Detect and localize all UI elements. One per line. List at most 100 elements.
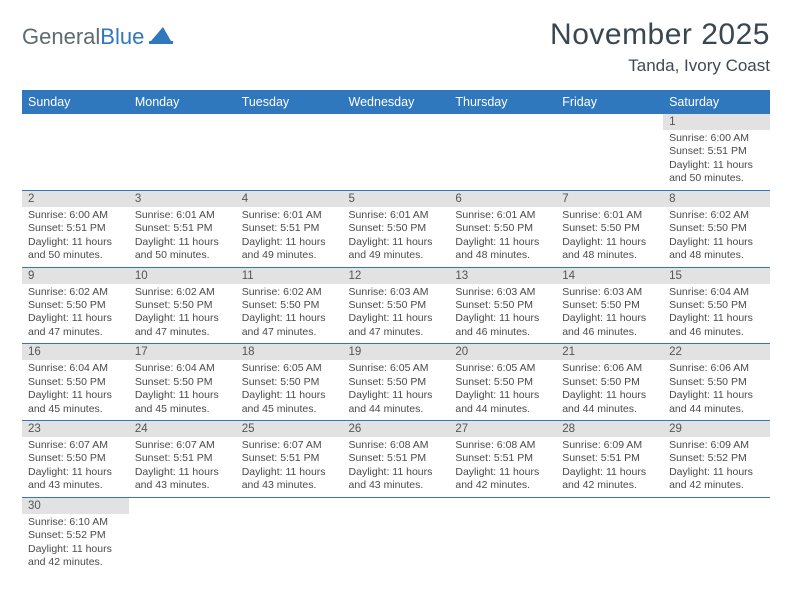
- day-cell: [449, 497, 556, 573]
- daylight-text-2: and 46 minutes.: [562, 326, 657, 339]
- day-details: Sunrise: 6:01 AMSunset: 5:50 PMDaylight:…: [343, 207, 450, 267]
- dow-wednesday: Wednesday: [343, 90, 450, 114]
- day-details: Sunrise: 6:01 AMSunset: 5:50 PMDaylight:…: [449, 207, 556, 267]
- day-cell: 23Sunrise: 6:07 AMSunset: 5:50 PMDayligh…: [22, 421, 129, 498]
- sunrise-text: Sunrise: 6:07 AM: [28, 439, 123, 452]
- dow-monday: Monday: [129, 90, 236, 114]
- day-details: Sunrise: 6:02 AMSunset: 5:50 PMDaylight:…: [22, 284, 129, 344]
- day-number: 21: [556, 344, 663, 360]
- day-number: 11: [236, 268, 343, 284]
- daylight-text: Daylight: 11 hours: [28, 389, 123, 402]
- day-cell: 18Sunrise: 6:05 AMSunset: 5:50 PMDayligh…: [236, 344, 343, 421]
- day-number: 18: [236, 344, 343, 360]
- daylight-text: Daylight: 11 hours: [562, 236, 657, 249]
- daylight-text: Daylight: 11 hours: [455, 312, 550, 325]
- day-number: 12: [343, 268, 450, 284]
- brand-general: General: [22, 24, 100, 49]
- daylight-text-2: and 45 minutes.: [28, 403, 123, 416]
- sunrise-text: Sunrise: 6:05 AM: [349, 362, 444, 375]
- daylight-text: Daylight: 11 hours: [135, 312, 230, 325]
- daylight-text: Daylight: 11 hours: [669, 389, 764, 402]
- sunset-text: Sunset: 5:51 PM: [349, 452, 444, 465]
- daylight-text-2: and 48 minutes.: [562, 249, 657, 262]
- daylight-text-2: and 42 minutes.: [455, 479, 550, 492]
- day-cell: 22Sunrise: 6:06 AMSunset: 5:50 PMDayligh…: [663, 344, 770, 421]
- sunrise-text: Sunrise: 6:01 AM: [455, 209, 550, 222]
- day-number: 28: [556, 421, 663, 437]
- day-number: 17: [129, 344, 236, 360]
- brand-blue: Blue: [100, 24, 144, 49]
- day-number: 16: [22, 344, 129, 360]
- sunset-text: Sunset: 5:51 PM: [242, 222, 337, 235]
- day-cell: 30Sunrise: 6:10 AMSunset: 5:52 PMDayligh…: [22, 497, 129, 573]
- sunset-text: Sunset: 5:50 PM: [669, 376, 764, 389]
- day-cell: 25Sunrise: 6:07 AMSunset: 5:51 PMDayligh…: [236, 421, 343, 498]
- day-of-week-row: Sunday Monday Tuesday Wednesday Thursday…: [22, 90, 770, 114]
- day-cell: [236, 497, 343, 573]
- day-cell: 17Sunrise: 6:04 AMSunset: 5:50 PMDayligh…: [129, 344, 236, 421]
- brand-logo: GeneralBlue: [22, 18, 173, 50]
- sunrise-text: Sunrise: 6:00 AM: [28, 209, 123, 222]
- day-cell: 13 Sunrise: 6:03 AMSunset: 5:50 PMDayligh…: [449, 267, 556, 344]
- daylight-text: Daylight: 11 hours: [669, 312, 764, 325]
- daylight-text-2: and 44 minutes.: [562, 403, 657, 416]
- day-details: Sunrise: 6:02 AMSunset: 5:50 PMDaylight:…: [663, 207, 770, 267]
- sunset-text: Sunset: 5:50 PM: [455, 376, 550, 389]
- daylight-text-2: and 47 minutes.: [349, 326, 444, 339]
- daylight-text: Daylight: 11 hours: [242, 466, 337, 479]
- dow-saturday: Saturday: [663, 90, 770, 114]
- daylight-text: Daylight: 11 hours: [135, 236, 230, 249]
- day-number: 25: [236, 421, 343, 437]
- sunrise-text: Sunrise: 6:07 AM: [135, 439, 230, 452]
- day-details: Sunrise: 6:05 AMSunset: 5:50 PMDaylight:…: [343, 360, 450, 420]
- sunset-text: Sunset: 5:50 PM: [349, 376, 444, 389]
- day-cell: [449, 114, 556, 190]
- day-cell: 8Sunrise: 6:02 AMSunset: 5:50 PMDaylight…: [663, 190, 770, 267]
- sunrise-text: Sunrise: 6:07 AM: [242, 439, 337, 452]
- sunset-text: Sunset: 5:52 PM: [669, 452, 764, 465]
- day-details: Sunrise: 6:04 AMSunset: 5:50 PMDaylight:…: [663, 284, 770, 344]
- sunset-text: Sunset: 5:50 PM: [562, 222, 657, 235]
- sunrise-text: Sunrise: 6:04 AM: [669, 286, 764, 299]
- daylight-text-2: and 45 minutes.: [242, 403, 337, 416]
- week-row: 1Sunrise: 6:00 AMSunset: 5:51 PMDaylight…: [22, 114, 770, 190]
- sunset-text: Sunset: 5:52 PM: [28, 529, 123, 542]
- day-number: 10: [129, 268, 236, 284]
- day-cell: [663, 497, 770, 573]
- sunset-text: Sunset: 5:51 PM: [135, 222, 230, 235]
- day-cell: [129, 114, 236, 190]
- day-details: Sunrise: 6:02 AMSunset: 5:50 PMDaylight:…: [129, 284, 236, 344]
- day-cell: [556, 497, 663, 573]
- sunrise-text: Sunrise: 6:00 AM: [669, 132, 764, 145]
- day-number: 24: [129, 421, 236, 437]
- sunset-text: Sunset: 5:50 PM: [28, 376, 123, 389]
- day-number: 13: [449, 268, 556, 284]
- daylight-text-2: and 44 minutes.: [455, 403, 550, 416]
- day-cell: 2Sunrise: 6:00 AMSunset: 5:51 PMDaylight…: [22, 190, 129, 267]
- sunset-text: Sunset: 5:50 PM: [455, 299, 550, 312]
- day-cell: 7Sunrise: 6:01 AMSunset: 5:50 PMDaylight…: [556, 190, 663, 267]
- daylight-text: Daylight: 11 hours: [455, 466, 550, 479]
- daylight-text-2: and 42 minutes.: [562, 479, 657, 492]
- sunrise-text: Sunrise: 6:08 AM: [349, 439, 444, 452]
- sunrise-text: Sunrise: 6:06 AM: [669, 362, 764, 375]
- daylight-text-2: and 43 minutes.: [349, 479, 444, 492]
- day-details: Sunrise: 6:00 AMSunset: 5:51 PMDaylight:…: [22, 207, 129, 267]
- day-cell: 28Sunrise: 6:09 AMSunset: 5:51 PMDayligh…: [556, 421, 663, 498]
- daylight-text-2: and 44 minutes.: [349, 403, 444, 416]
- daylight-text: Daylight: 11 hours: [242, 236, 337, 249]
- sunrise-text: Sunrise: 6:01 AM: [349, 209, 444, 222]
- day-number: 7: [556, 191, 663, 207]
- daylight-text-2: and 42 minutes.: [669, 479, 764, 492]
- sunset-text: Sunset: 5:50 PM: [28, 299, 123, 312]
- daylight-text: Daylight: 11 hours: [135, 466, 230, 479]
- day-cell: [556, 114, 663, 190]
- sunrise-text: Sunrise: 6:03 AM: [455, 286, 550, 299]
- day-details: Sunrise: 6:08 AMSunset: 5:51 PMDaylight:…: [343, 437, 450, 497]
- sunrise-text: Sunrise: 6:04 AM: [28, 362, 123, 375]
- sunrise-text: Sunrise: 6:01 AM: [135, 209, 230, 222]
- daylight-text: Daylight: 11 hours: [135, 389, 230, 402]
- daylight-text: Daylight: 11 hours: [242, 389, 337, 402]
- day-cell: 27Sunrise: 6:08 AMSunset: 5:51 PMDayligh…: [449, 421, 556, 498]
- sunrise-text: Sunrise: 6:03 AM: [349, 286, 444, 299]
